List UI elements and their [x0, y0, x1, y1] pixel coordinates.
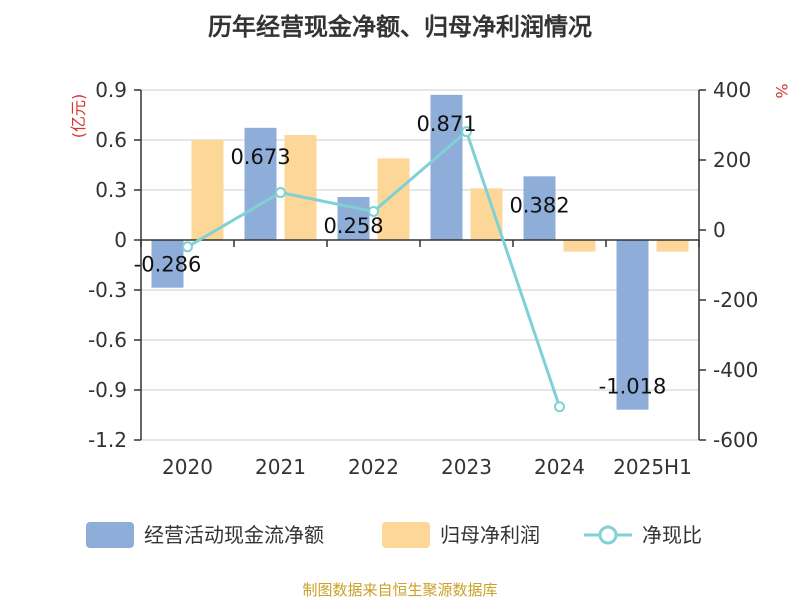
category-label: 2022 [348, 455, 399, 479]
bar-profit [284, 135, 317, 240]
bar-profit [377, 158, 410, 240]
bar-profit [191, 140, 224, 240]
bars [151, 94, 689, 410]
bar-profit [470, 188, 503, 240]
bar-cashflow [151, 240, 184, 288]
category-label: 2023 [441, 455, 492, 479]
bar-value-label: 0.673 [230, 145, 290, 169]
category-label: 2024 [534, 455, 585, 479]
right-tick-label: -400 [713, 358, 758, 382]
left-tick-label: 0.3 [95, 178, 127, 202]
bar-cashflow [244, 127, 277, 240]
category-label: 2021 [255, 455, 306, 479]
left-tick-label: -0.3 [88, 278, 127, 302]
right-tick-label: 0 [713, 218, 726, 242]
bar-value-label: -0.286 [134, 253, 202, 277]
left-tick-label: -0.6 [88, 328, 127, 352]
bar-value-label: 0.382 [509, 193, 569, 217]
right-tick-label: 400 [713, 78, 751, 102]
bar-cashflow [616, 240, 649, 410]
bar-cashflow [523, 176, 556, 240]
ratio-point [368, 205, 379, 217]
left-tick-label: 0 [114, 228, 127, 252]
bar-value-label: 0.871 [416, 112, 476, 136]
legend-marker-ratio [598, 525, 618, 545]
legend-label-cashflow: 经营活动现金流净额 [144, 523, 324, 547]
ratio-point [461, 126, 472, 138]
ratio-point [554, 401, 565, 413]
left-tick-label: 0.9 [95, 78, 127, 102]
bar-value-label: -1.018 [599, 375, 667, 399]
legend-swatch-cashflow [86, 522, 134, 548]
right-axis-ticks: 400 200 0 -200 -400 -600 [713, 78, 758, 452]
ratio-point [275, 187, 286, 199]
ratio-point [182, 241, 193, 253]
bar-value-label: 0.258 [323, 214, 383, 238]
right-axis-unit: % [772, 83, 791, 98]
bar-profit [563, 240, 596, 252]
category-label: 2020 [162, 455, 213, 479]
left-tick-label: -1.2 [88, 428, 127, 452]
category-labels: 2020 2021 2022 2023 2024 2025H1 [162, 455, 692, 479]
legend-swatch-profit [382, 522, 430, 548]
axes [134, 89, 706, 441]
left-axis-ticks: 0.9 0.6 0.3 0 -0.3 -0.6 -0.9 -1.2 [88, 78, 127, 452]
right-tick-label: -200 [713, 288, 758, 312]
chart-title: 历年经营现金净额、归母净利润情况 [208, 13, 592, 41]
data-labels: -0.286 0.673 0.258 0.871 0.382 -1.018 [134, 112, 667, 399]
left-tick-label: 0.6 [95, 128, 127, 152]
ratio-line-path [186, 129, 561, 408]
right-tick-label: 200 [713, 148, 751, 172]
bar-cashflow [430, 94, 463, 240]
left-axis-unit: (亿元) [69, 94, 88, 139]
bar-profit [656, 240, 689, 252]
legend-label-ratio: 净现比 [642, 523, 702, 547]
left-tick-label: -0.9 [88, 378, 127, 402]
category-label: 2025H1 [613, 455, 692, 479]
legend-label-profit: 归母净利润 [440, 523, 540, 547]
legend: 经营活动现金流净额 归母净利润 净现比 [86, 522, 702, 548]
source-note: 制图数据来自恒生聚源数据库 [302, 581, 497, 599]
right-tick-label: -600 [713, 428, 758, 452]
ratio-line [182, 126, 565, 413]
